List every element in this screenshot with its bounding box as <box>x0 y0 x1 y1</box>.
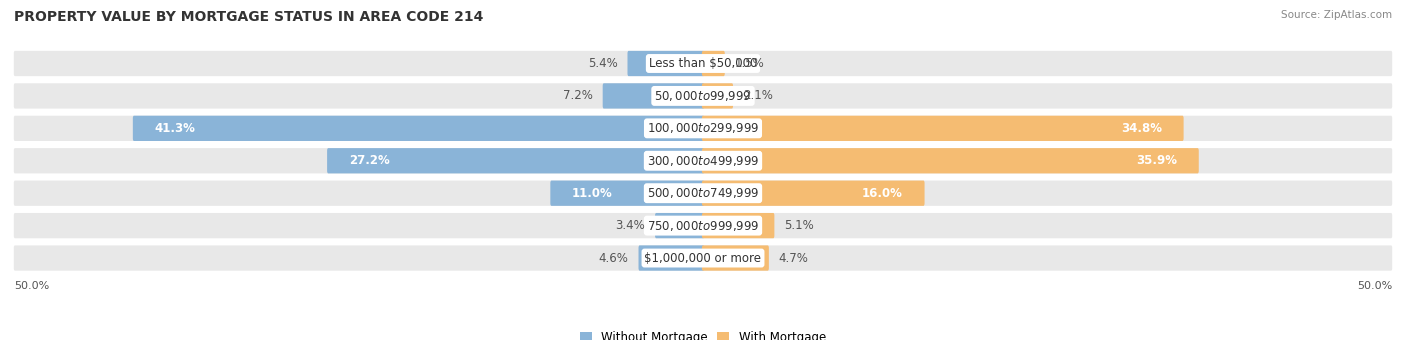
FancyBboxPatch shape <box>14 116 1392 141</box>
Text: 2.1%: 2.1% <box>742 89 773 102</box>
Text: 34.8%: 34.8% <box>1121 122 1161 135</box>
Text: 50.0%: 50.0% <box>1357 282 1392 291</box>
FancyBboxPatch shape <box>638 245 704 271</box>
FancyBboxPatch shape <box>550 181 704 206</box>
FancyBboxPatch shape <box>14 213 1392 238</box>
Text: $300,000 to $499,999: $300,000 to $499,999 <box>647 154 759 168</box>
Text: $100,000 to $299,999: $100,000 to $299,999 <box>647 121 759 135</box>
FancyBboxPatch shape <box>14 181 1392 206</box>
FancyBboxPatch shape <box>702 83 733 108</box>
Text: $1,000,000 or more: $1,000,000 or more <box>644 252 762 265</box>
FancyBboxPatch shape <box>14 148 1392 173</box>
Text: 1.5%: 1.5% <box>735 57 765 70</box>
Legend: Without Mortgage, With Mortgage: Without Mortgage, With Mortgage <box>575 326 831 340</box>
Text: $750,000 to $999,999: $750,000 to $999,999 <box>647 219 759 233</box>
FancyBboxPatch shape <box>14 245 1392 271</box>
FancyBboxPatch shape <box>702 148 1199 173</box>
Text: 4.7%: 4.7% <box>779 252 808 265</box>
Text: 50.0%: 50.0% <box>14 282 49 291</box>
FancyBboxPatch shape <box>14 51 1392 76</box>
FancyBboxPatch shape <box>328 148 704 173</box>
FancyBboxPatch shape <box>702 51 724 76</box>
FancyBboxPatch shape <box>14 83 1392 108</box>
FancyBboxPatch shape <box>702 181 925 206</box>
Text: 35.9%: 35.9% <box>1136 154 1177 167</box>
FancyBboxPatch shape <box>627 51 704 76</box>
FancyBboxPatch shape <box>702 213 775 238</box>
Text: 11.0%: 11.0% <box>572 187 613 200</box>
Text: 5.1%: 5.1% <box>785 219 814 232</box>
Text: Source: ZipAtlas.com: Source: ZipAtlas.com <box>1281 10 1392 20</box>
Text: 41.3%: 41.3% <box>155 122 195 135</box>
FancyBboxPatch shape <box>702 116 1184 141</box>
Text: 4.6%: 4.6% <box>599 252 628 265</box>
Text: 5.4%: 5.4% <box>588 57 617 70</box>
Text: 3.4%: 3.4% <box>616 219 645 232</box>
Text: PROPERTY VALUE BY MORTGAGE STATUS IN AREA CODE 214: PROPERTY VALUE BY MORTGAGE STATUS IN ARE… <box>14 10 484 24</box>
Text: Less than $50,000: Less than $50,000 <box>648 57 758 70</box>
FancyBboxPatch shape <box>702 245 769 271</box>
Text: 16.0%: 16.0% <box>862 187 903 200</box>
Text: $500,000 to $749,999: $500,000 to $749,999 <box>647 186 759 200</box>
FancyBboxPatch shape <box>655 213 704 238</box>
Text: $50,000 to $99,999: $50,000 to $99,999 <box>654 89 752 103</box>
Text: 7.2%: 7.2% <box>562 89 593 102</box>
Text: 27.2%: 27.2% <box>349 154 389 167</box>
FancyBboxPatch shape <box>603 83 704 108</box>
FancyBboxPatch shape <box>132 116 704 141</box>
